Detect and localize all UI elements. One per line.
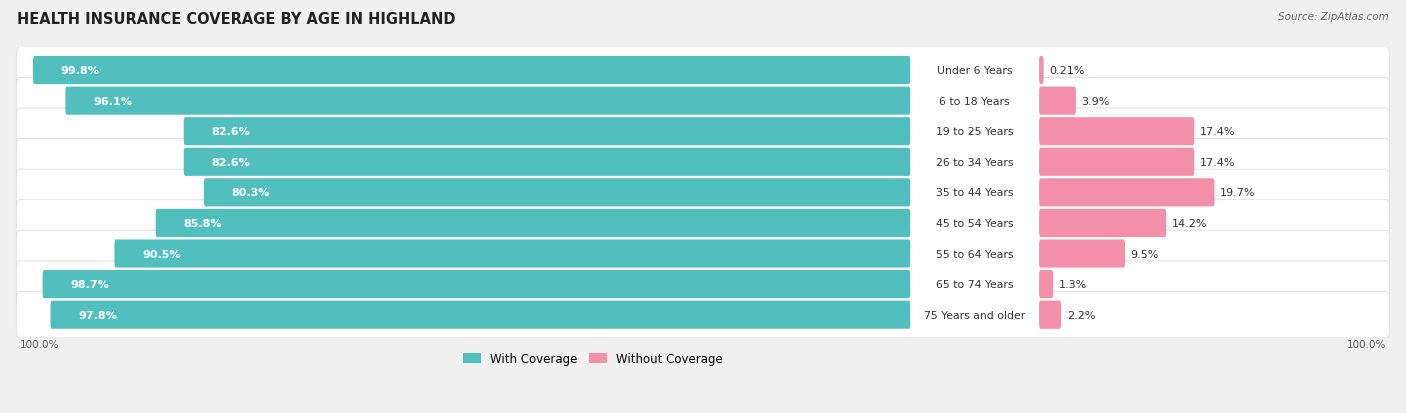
Text: 2.2%: 2.2% — [1067, 310, 1095, 320]
Text: 19.7%: 19.7% — [1220, 188, 1256, 198]
FancyBboxPatch shape — [17, 200, 1389, 247]
FancyBboxPatch shape — [17, 292, 1389, 338]
Text: 100.0%: 100.0% — [20, 339, 59, 349]
FancyBboxPatch shape — [17, 78, 1389, 125]
Text: 35 to 44 Years: 35 to 44 Years — [936, 188, 1014, 198]
Text: Under 6 Years: Under 6 Years — [936, 66, 1012, 76]
Text: 65 to 74 Years: 65 to 74 Years — [936, 280, 1014, 290]
Text: 96.1%: 96.1% — [93, 96, 132, 107]
FancyBboxPatch shape — [17, 47, 1389, 94]
FancyBboxPatch shape — [911, 180, 1039, 206]
FancyBboxPatch shape — [17, 139, 1389, 185]
FancyBboxPatch shape — [1039, 118, 1194, 146]
FancyBboxPatch shape — [42, 271, 910, 299]
Text: 0.21%: 0.21% — [1049, 66, 1084, 76]
Text: HEALTH INSURANCE COVERAGE BY AGE IN HIGHLAND: HEALTH INSURANCE COVERAGE BY AGE IN HIGH… — [17, 12, 456, 27]
FancyBboxPatch shape — [1039, 148, 1194, 176]
FancyBboxPatch shape — [17, 231, 1389, 277]
FancyBboxPatch shape — [911, 88, 1039, 115]
Legend: With Coverage, Without Coverage: With Coverage, Without Coverage — [458, 347, 728, 370]
Text: 17.4%: 17.4% — [1199, 127, 1236, 137]
FancyBboxPatch shape — [1039, 271, 1053, 299]
Text: 3.9%: 3.9% — [1081, 96, 1109, 107]
FancyBboxPatch shape — [17, 261, 1389, 308]
FancyBboxPatch shape — [911, 301, 1039, 328]
Text: 6 to 18 Years: 6 to 18 Years — [939, 96, 1010, 107]
FancyBboxPatch shape — [911, 119, 1039, 145]
FancyBboxPatch shape — [911, 271, 1039, 298]
Text: 14.2%: 14.2% — [1171, 218, 1208, 228]
FancyBboxPatch shape — [184, 148, 910, 176]
FancyBboxPatch shape — [911, 57, 1039, 84]
FancyBboxPatch shape — [32, 57, 910, 85]
Text: 26 to 34 Years: 26 to 34 Years — [936, 157, 1014, 167]
FancyBboxPatch shape — [17, 170, 1389, 216]
FancyBboxPatch shape — [204, 179, 910, 207]
FancyBboxPatch shape — [911, 149, 1039, 176]
Text: 19 to 25 Years: 19 to 25 Years — [936, 127, 1014, 137]
FancyBboxPatch shape — [1039, 301, 1062, 329]
Text: 90.5%: 90.5% — [142, 249, 180, 259]
FancyBboxPatch shape — [66, 88, 910, 115]
Text: 17.4%: 17.4% — [1199, 157, 1236, 167]
Text: 99.8%: 99.8% — [60, 66, 100, 76]
Text: 98.7%: 98.7% — [70, 280, 110, 290]
FancyBboxPatch shape — [17, 109, 1389, 155]
Text: 55 to 64 Years: 55 to 64 Years — [936, 249, 1014, 259]
FancyBboxPatch shape — [1039, 88, 1076, 115]
Text: 82.6%: 82.6% — [211, 157, 250, 167]
Text: 100.0%: 100.0% — [1347, 339, 1386, 349]
FancyBboxPatch shape — [156, 209, 910, 237]
FancyBboxPatch shape — [1039, 240, 1125, 268]
FancyBboxPatch shape — [1039, 209, 1166, 237]
FancyBboxPatch shape — [114, 240, 910, 268]
Text: 9.5%: 9.5% — [1130, 249, 1159, 259]
FancyBboxPatch shape — [1039, 57, 1043, 85]
FancyBboxPatch shape — [1039, 179, 1215, 207]
Text: Source: ZipAtlas.com: Source: ZipAtlas.com — [1278, 12, 1389, 22]
Text: 85.8%: 85.8% — [183, 218, 222, 228]
Text: 80.3%: 80.3% — [232, 188, 270, 198]
Text: 97.8%: 97.8% — [79, 310, 117, 320]
Text: 45 to 54 Years: 45 to 54 Years — [936, 218, 1014, 228]
Text: 1.3%: 1.3% — [1059, 280, 1087, 290]
FancyBboxPatch shape — [911, 240, 1039, 267]
FancyBboxPatch shape — [911, 210, 1039, 237]
FancyBboxPatch shape — [51, 301, 910, 329]
FancyBboxPatch shape — [184, 118, 910, 146]
Text: 75 Years and older: 75 Years and older — [924, 310, 1025, 320]
Text: 82.6%: 82.6% — [211, 127, 250, 137]
